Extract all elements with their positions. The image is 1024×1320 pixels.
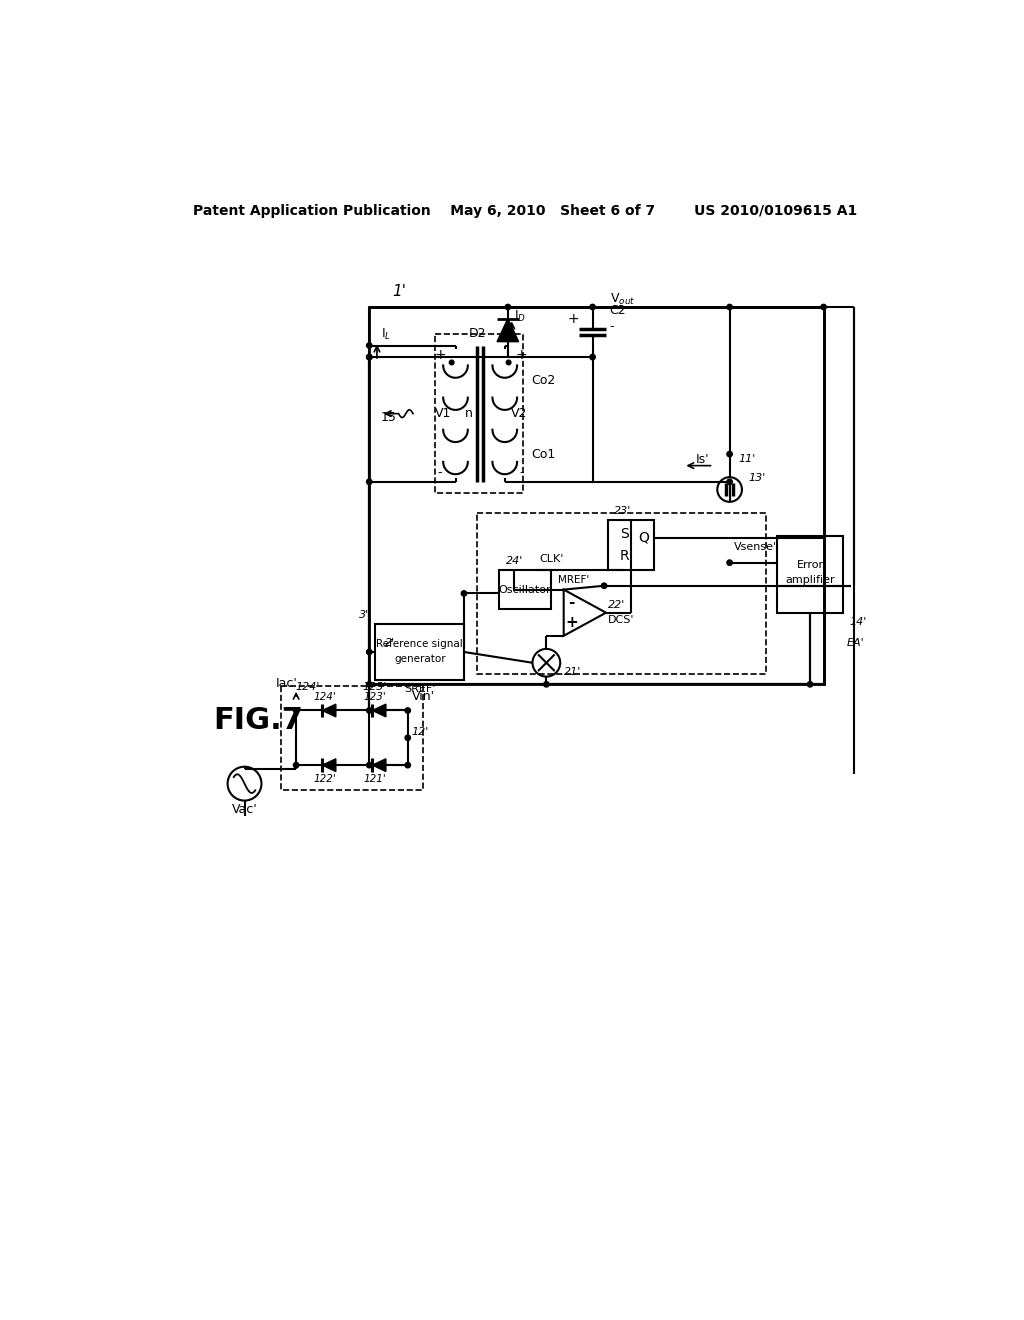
- Text: 124': 124': [313, 693, 336, 702]
- Text: S: S: [620, 527, 629, 541]
- Text: 121': 121': [364, 774, 386, 784]
- Text: SREF': SREF': [404, 684, 435, 694]
- Text: V2: V2: [511, 407, 527, 420]
- Circle shape: [367, 354, 372, 360]
- Text: FIG.7: FIG.7: [214, 706, 303, 735]
- Bar: [281, 686, 423, 789]
- Polygon shape: [323, 704, 336, 717]
- Text: EA': EA': [847, 639, 864, 648]
- Text: 124': 124': [296, 682, 319, 693]
- Circle shape: [450, 360, 454, 364]
- Text: 122': 122': [313, 774, 336, 784]
- Text: Is': Is': [696, 453, 710, 466]
- Text: I$_D$: I$_D$: [514, 309, 526, 323]
- Text: Vsense': Vsense': [733, 543, 776, 552]
- Text: 22': 22': [608, 601, 626, 610]
- Text: Reference signal: Reference signal: [377, 639, 463, 648]
- Text: +: +: [516, 347, 527, 362]
- Circle shape: [367, 649, 372, 655]
- Circle shape: [821, 305, 826, 310]
- Text: -: -: [519, 466, 524, 479]
- Text: 23': 23': [614, 506, 632, 516]
- Circle shape: [367, 763, 372, 768]
- Text: 21': 21': [564, 667, 582, 677]
- Text: -: -: [438, 466, 442, 479]
- Text: Vin': Vin': [412, 690, 435, 704]
- Circle shape: [505, 305, 511, 310]
- Circle shape: [727, 451, 732, 457]
- Polygon shape: [497, 318, 518, 342]
- Text: 24': 24': [506, 556, 523, 566]
- Bar: [376, 624, 464, 680]
- Text: 3': 3': [359, 610, 370, 620]
- Text: Oscillator: Oscillator: [499, 585, 551, 594]
- Text: V1: V1: [435, 407, 452, 420]
- Text: n: n: [465, 407, 473, 420]
- Text: Patent Application Publication    May 6, 2010   Sheet 6 of 7        US 2010/0109: Patent Application Publication May 6, 20…: [193, 203, 857, 218]
- Text: R: R: [620, 549, 629, 564]
- Circle shape: [294, 763, 299, 768]
- Bar: [435, 334, 523, 494]
- Circle shape: [807, 681, 813, 686]
- Text: Vac': Vac': [231, 804, 257, 816]
- Text: 123': 123': [364, 693, 386, 702]
- Text: Iac': Iac': [275, 677, 298, 690]
- Circle shape: [727, 305, 732, 310]
- Bar: [608, 520, 654, 570]
- Circle shape: [367, 354, 372, 360]
- Circle shape: [590, 354, 595, 360]
- Text: 15: 15: [381, 411, 396, 424]
- Circle shape: [367, 681, 372, 686]
- Circle shape: [367, 479, 372, 484]
- Circle shape: [406, 735, 411, 741]
- Text: D2: D2: [469, 327, 486, 341]
- Bar: [777, 536, 843, 612]
- Circle shape: [294, 708, 299, 713]
- Text: 123': 123': [362, 682, 387, 693]
- Bar: [370, 308, 823, 684]
- Circle shape: [367, 343, 372, 348]
- Text: Q: Q: [639, 531, 649, 545]
- Text: +: +: [565, 615, 578, 630]
- Circle shape: [506, 360, 511, 364]
- Text: +: +: [567, 312, 580, 326]
- Bar: [499, 570, 551, 609]
- Circle shape: [461, 591, 467, 597]
- Text: 13': 13': [749, 473, 765, 483]
- Circle shape: [590, 305, 595, 310]
- Text: C2: C2: [609, 305, 626, 317]
- Circle shape: [727, 560, 732, 565]
- Text: 2': 2': [385, 638, 395, 648]
- Text: V$_{out}$: V$_{out}$: [609, 292, 635, 306]
- Circle shape: [406, 708, 411, 713]
- Text: Error: Error: [797, 560, 823, 570]
- Polygon shape: [373, 704, 386, 717]
- Circle shape: [406, 763, 411, 768]
- Text: Co2: Co2: [531, 374, 556, 387]
- Text: -: -: [568, 595, 574, 610]
- Text: 12': 12': [412, 727, 429, 737]
- Text: +: +: [434, 347, 445, 362]
- Text: DCS': DCS': [608, 615, 635, 626]
- Text: amplifier: amplifier: [785, 576, 835, 585]
- Text: generator: generator: [394, 653, 445, 664]
- Circle shape: [544, 681, 549, 686]
- Circle shape: [601, 583, 607, 589]
- Polygon shape: [373, 759, 386, 771]
- Text: -: -: [609, 319, 614, 333]
- Text: 14': 14': [849, 616, 866, 627]
- Text: CLK': CLK': [539, 554, 563, 564]
- Text: 1': 1': [392, 284, 407, 300]
- Text: 11': 11': [739, 454, 756, 465]
- Circle shape: [727, 479, 732, 484]
- Circle shape: [367, 708, 372, 713]
- Polygon shape: [323, 759, 336, 771]
- Text: MREF': MREF': [558, 576, 589, 585]
- Text: Co1: Co1: [531, 449, 556, 462]
- Text: I$_L$: I$_L$: [381, 326, 391, 342]
- Bar: [477, 512, 766, 675]
